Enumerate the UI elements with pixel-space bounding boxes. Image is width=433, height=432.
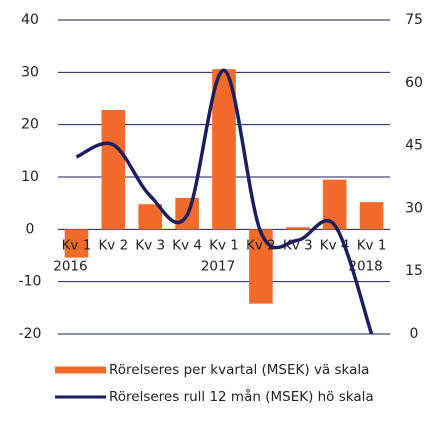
bar [249,229,273,304]
bar [138,204,163,230]
y2-tick-label: 0 [410,326,419,342]
y-tick-label: 0 [26,221,35,237]
bar [359,202,384,230]
x-tick-label: Kv 2 [246,237,276,253]
y2-tick-label: 45 [405,138,423,154]
y2-tick-label: 75 [405,12,423,28]
x-tick-year: 2018 [348,258,382,274]
x-tick-label: Kv 2 [98,237,128,253]
x-tick-year: 2017 [201,258,235,274]
x-tick-label: Kv 3 [135,237,165,253]
x-tick-year: 2016 [53,258,87,274]
y-tick-label: -20 [19,326,42,342]
bar [285,227,310,230]
y2-tick-label: 60 [405,75,423,91]
bar [64,229,89,258]
y-tick-label: 40 [21,12,39,28]
y-tick-label: 20 [21,117,39,133]
y2-tick-label: 30 [405,200,423,216]
x-tick-label: Kv 1 [209,237,239,253]
bar [212,69,236,230]
x-tick-label: Kv 1 [62,237,92,253]
y-tick-label: 30 [21,64,39,80]
legend-label: Rörelseres rull 12 mån (MSEK) hö skala [109,388,374,405]
legend-label: Rörelseres per kvartal (MSEK) vä skala [109,362,369,378]
bar [101,110,126,230]
y-tick-label: 10 [21,169,39,185]
y-tick-label: -10 [19,274,42,290]
x-tick-label: Kv 1 [357,237,387,253]
y2-tick-label: 15 [405,263,423,279]
x-tick-label: Kv 4 [172,237,202,253]
bar [322,179,347,230]
legend-swatch [55,366,106,374]
line [75,68,374,335]
